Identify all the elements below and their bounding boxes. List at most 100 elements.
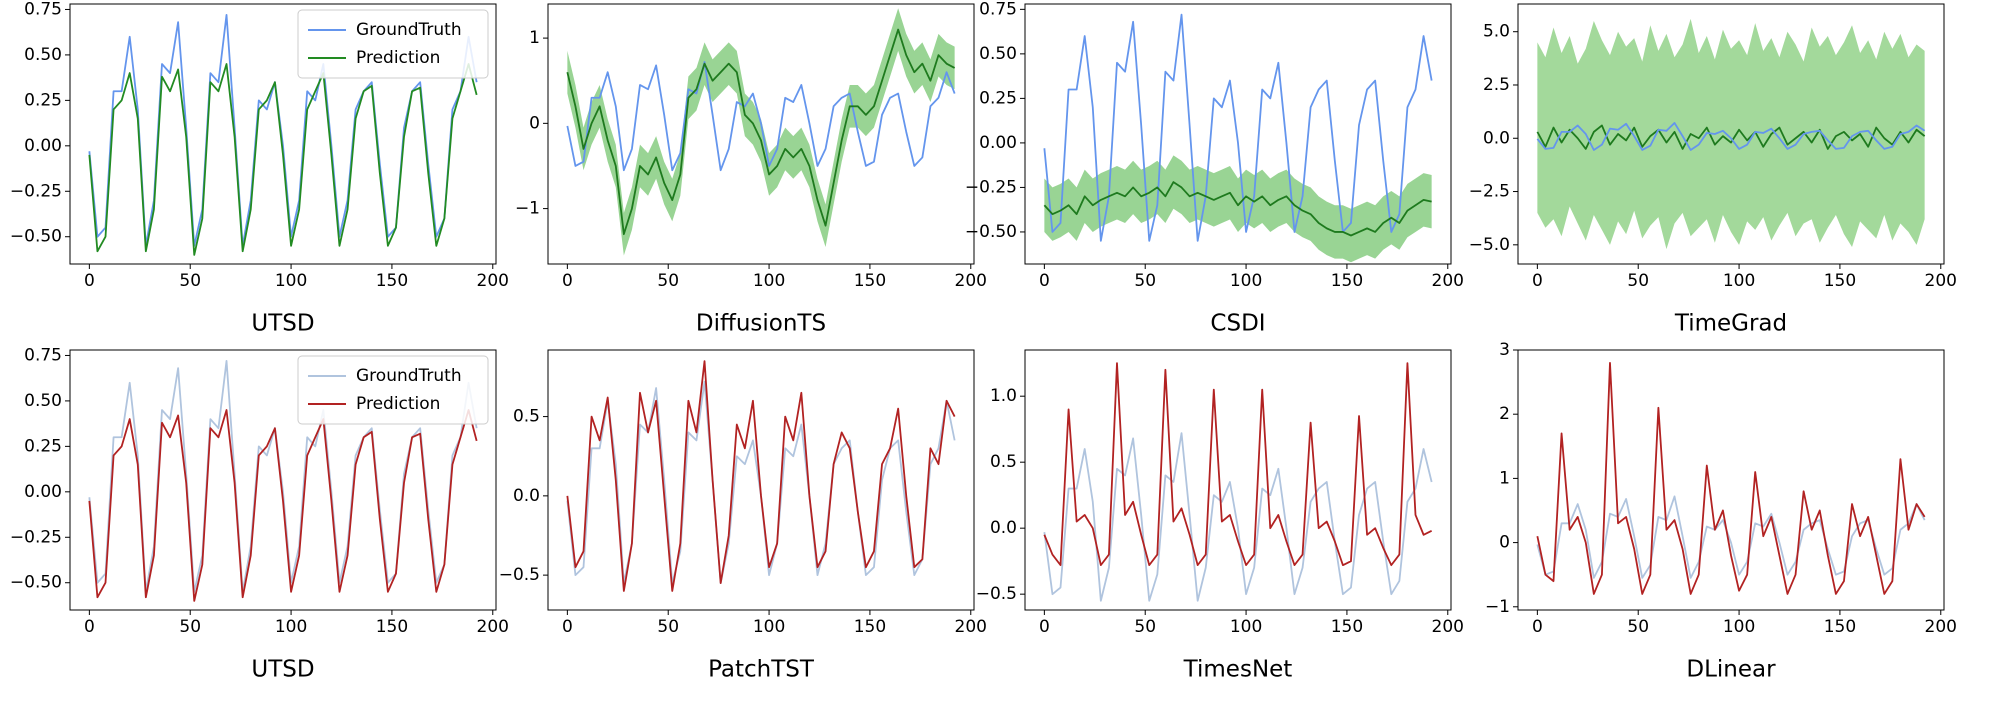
series-line bbox=[88, 63, 478, 256]
axes-frame bbox=[1024, 3, 1452, 265]
x-tick-label: 50 bbox=[1627, 271, 1649, 291]
axes-frame bbox=[1024, 349, 1452, 611]
series-line bbox=[1536, 361, 1926, 595]
legend-box bbox=[297, 355, 489, 425]
x-tick-label: 150 bbox=[1824, 271, 1856, 291]
y-tick-label: −1 bbox=[515, 199, 540, 219]
legend-label: GroundTruth bbox=[356, 366, 462, 386]
axes-frame bbox=[547, 3, 975, 265]
x-tick-label: 150 bbox=[854, 271, 886, 291]
y-tick-label: 0.00 bbox=[24, 136, 62, 156]
x-tick-label: 50 bbox=[657, 617, 679, 637]
series-line bbox=[566, 61, 956, 172]
series-line bbox=[1043, 432, 1433, 602]
series-line bbox=[1043, 181, 1432, 237]
x-tick-label: 100 bbox=[275, 271, 307, 291]
y-tick-label: −5.0 bbox=[1469, 235, 1510, 255]
y-tick-label: 5.0 bbox=[1483, 22, 1510, 42]
x-tick-label: 0 bbox=[84, 617, 95, 637]
x-tick-label: 100 bbox=[1230, 271, 1262, 291]
y-tick-label: 0.75 bbox=[24, 0, 62, 19]
x-tick-label: 150 bbox=[376, 617, 408, 637]
y-tick-label: −2.5 bbox=[1469, 182, 1510, 202]
y-tick-label: 0.50 bbox=[979, 44, 1017, 64]
y-tick-label: 0.00 bbox=[24, 482, 62, 502]
y-tick-label: 0.50 bbox=[24, 45, 62, 65]
y-tick-label: 0.0 bbox=[513, 486, 540, 506]
axes-frame bbox=[547, 349, 975, 611]
x-tick-label: 150 bbox=[1331, 617, 1363, 637]
x-axis-label: DLinear bbox=[1686, 657, 1776, 683]
y-tick-label: 0.50 bbox=[24, 391, 62, 411]
y-tick-label: 1 bbox=[529, 28, 540, 48]
x-tick-label: 200 bbox=[477, 271, 509, 291]
x-tick-label: 50 bbox=[179, 617, 201, 637]
x-axis-label: PatchTST bbox=[708, 657, 815, 683]
y-tick-label: 0.75 bbox=[24, 345, 62, 365]
interval-band bbox=[567, 8, 955, 256]
y-tick-label: 2 bbox=[1499, 404, 1510, 424]
y-tick-label: 0.25 bbox=[24, 90, 62, 110]
y-tick-label: −1 bbox=[1485, 597, 1510, 617]
series-line bbox=[1536, 122, 1926, 151]
x-tick-label: 50 bbox=[179, 271, 201, 291]
x-tick-label: 0 bbox=[1039, 617, 1050, 637]
y-tick-label: 0 bbox=[529, 113, 540, 133]
x-tick-label: 200 bbox=[1925, 271, 1957, 291]
x-tick-label: 200 bbox=[955, 617, 987, 637]
x-axis-label: TimeGrad bbox=[1674, 311, 1787, 337]
x-tick-label: 150 bbox=[376, 271, 408, 291]
x-tick-label: 100 bbox=[753, 617, 785, 637]
x-tick-label: 50 bbox=[1134, 617, 1156, 637]
x-tick-label: 50 bbox=[1627, 617, 1649, 637]
x-tick-label: 100 bbox=[275, 617, 307, 637]
y-tick-label: 0.25 bbox=[24, 436, 62, 456]
y-tick-label: 0.5 bbox=[513, 407, 540, 427]
x-tick-label: 0 bbox=[1039, 271, 1050, 291]
series-line bbox=[566, 360, 956, 592]
x-tick-label: 200 bbox=[1925, 617, 1957, 637]
interval-band bbox=[1044, 155, 1432, 263]
x-axis-label: TimesNet bbox=[1183, 657, 1293, 683]
x-tick-label: 0 bbox=[84, 271, 95, 291]
y-tick-label: −0.50 bbox=[10, 573, 62, 593]
y-tick-label: −0.5 bbox=[499, 565, 540, 585]
y-tick-label: 0.0 bbox=[1483, 128, 1510, 148]
y-tick-label: −0.25 bbox=[10, 181, 62, 201]
x-tick-label: 200 bbox=[1432, 617, 1464, 637]
y-tick-label: 0.5 bbox=[990, 452, 1017, 472]
x-tick-label: 100 bbox=[1723, 271, 1755, 291]
interval-band bbox=[1537, 18, 1925, 250]
x-tick-label: 50 bbox=[1134, 271, 1156, 291]
y-tick-label: 3 bbox=[1499, 340, 1510, 360]
x-axis-label: DiffusionTS bbox=[696, 311, 826, 337]
x-tick-label: 150 bbox=[1824, 617, 1856, 637]
x-tick-label: 0 bbox=[1532, 271, 1543, 291]
legend-label: Prediction bbox=[356, 48, 440, 68]
legend-label: Prediction bbox=[356, 394, 440, 414]
axes-frame bbox=[1517, 3, 1945, 265]
x-axis-label: UTSD bbox=[251, 311, 314, 337]
x-tick-label: 100 bbox=[1230, 617, 1262, 637]
y-tick-label: 2.5 bbox=[1483, 75, 1510, 95]
legend-box bbox=[297, 9, 489, 79]
x-axis-label: CSDI bbox=[1210, 311, 1265, 337]
series-line bbox=[1536, 495, 1926, 579]
x-tick-label: 150 bbox=[1331, 271, 1363, 291]
y-tick-label: −0.25 bbox=[10, 527, 62, 547]
x-tick-label: 200 bbox=[477, 617, 509, 637]
x-tick-label: 0 bbox=[1532, 617, 1543, 637]
series-line bbox=[1043, 362, 1433, 567]
y-tick-label: 0.00 bbox=[979, 133, 1017, 153]
y-tick-label: 0.25 bbox=[979, 88, 1017, 108]
axes-frame bbox=[69, 349, 497, 611]
x-axis-label: UTSD bbox=[251, 657, 314, 683]
x-tick-label: 150 bbox=[854, 617, 886, 637]
legend-label: GroundTruth bbox=[356, 20, 462, 40]
y-tick-label: −0.5 bbox=[976, 584, 1017, 604]
y-tick-label: −0.25 bbox=[965, 177, 1017, 197]
x-tick-label: 100 bbox=[1723, 617, 1755, 637]
y-tick-label: 0.75 bbox=[979, 0, 1017, 19]
